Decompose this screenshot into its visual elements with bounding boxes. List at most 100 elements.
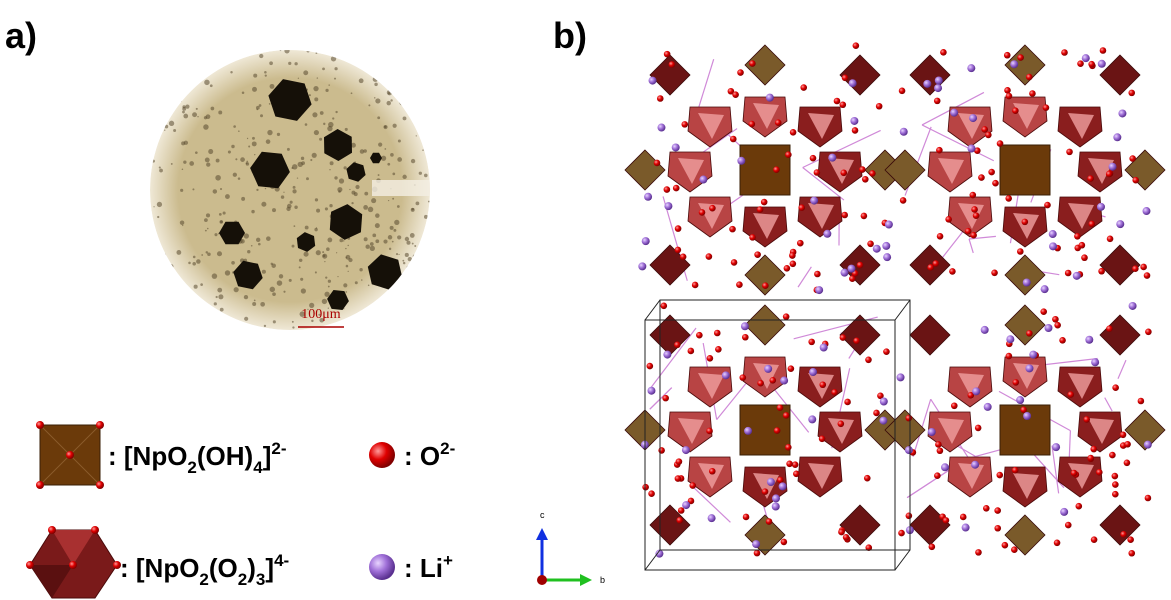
grain [370,246,375,251]
grain [212,273,217,278]
grain [152,59,156,63]
glare [372,180,432,196]
grain [196,108,198,110]
atom-o [838,421,845,428]
grain [368,104,370,106]
grain [206,58,208,60]
grain [152,160,155,163]
atom-o [1026,330,1033,337]
grain [319,138,322,141]
atom-o [1140,264,1147,271]
atom-li [1010,60,1018,68]
atom-li [772,494,780,502]
polyhedron [745,305,785,345]
grain [277,280,283,286]
atom-li [1006,335,1014,343]
bond [1118,360,1126,379]
polyhedron [1005,515,1045,555]
grain [359,268,362,271]
atom-li [1098,60,1106,68]
grain [238,130,240,132]
grain [375,213,380,218]
grain [233,173,237,177]
atom-o [945,216,952,223]
grain [419,296,424,301]
atom-o [1087,455,1094,462]
grain [381,67,385,71]
grain [394,220,399,225]
grain [181,58,185,62]
atom-o [781,539,788,546]
grain [424,174,428,178]
grain [288,62,291,65]
grain [375,98,380,103]
grain [283,291,285,293]
grain [339,238,343,242]
atom-o [696,332,703,339]
grain [183,68,185,70]
atom-li [722,371,730,379]
polyhedron [910,55,950,95]
icon-lithium [369,554,395,580]
grain [153,106,157,110]
atom-o [797,240,804,247]
atom-o [790,260,797,267]
atom-li [647,387,655,395]
atom-o [1022,219,1029,226]
label-part: : Li [404,553,443,583]
atom-o [742,334,749,341]
atom-li [699,176,707,184]
grain [150,322,155,327]
atom-o [661,303,668,310]
grain [392,173,395,176]
grain [322,67,325,70]
atom-o [929,544,936,551]
grain [388,200,389,201]
label-part: 3 [256,570,265,589]
grain [218,294,223,299]
atom-li [850,117,858,125]
atom-o [981,126,988,133]
grain [383,125,387,129]
atom-o [1011,546,1018,553]
polyhedron [1100,55,1140,95]
label-part: 2 [238,570,247,589]
grain [247,250,250,253]
grain [382,295,385,298]
grain [217,288,222,293]
label-part: 2- [271,439,286,458]
grain [413,254,417,258]
atom-o [662,395,669,402]
grain [192,112,197,117]
grain [328,286,330,288]
axis-indicator: c b a [536,510,605,596]
atom-o [647,363,654,370]
grain [149,159,152,162]
grain [421,134,425,138]
atom-o [709,205,716,212]
atom-li [1113,133,1121,141]
atom-li [928,428,936,436]
atom-o [1120,431,1127,438]
bond [1052,446,1059,494]
atom-o [688,348,695,355]
atom-li [950,109,958,117]
grain [417,247,421,251]
atom-o [905,415,912,422]
grain [173,129,176,132]
grain [405,237,409,241]
grain [348,271,349,272]
grain [374,83,377,86]
grain [154,303,158,307]
atom-li [642,237,650,245]
atom-li [984,403,992,411]
grain [403,287,407,291]
grain [260,302,265,307]
grain [286,207,290,211]
grain [271,263,273,265]
atom-o [844,399,851,406]
grain [428,60,430,62]
grain [416,106,421,111]
atom-o [1124,441,1131,448]
grain [169,121,174,126]
